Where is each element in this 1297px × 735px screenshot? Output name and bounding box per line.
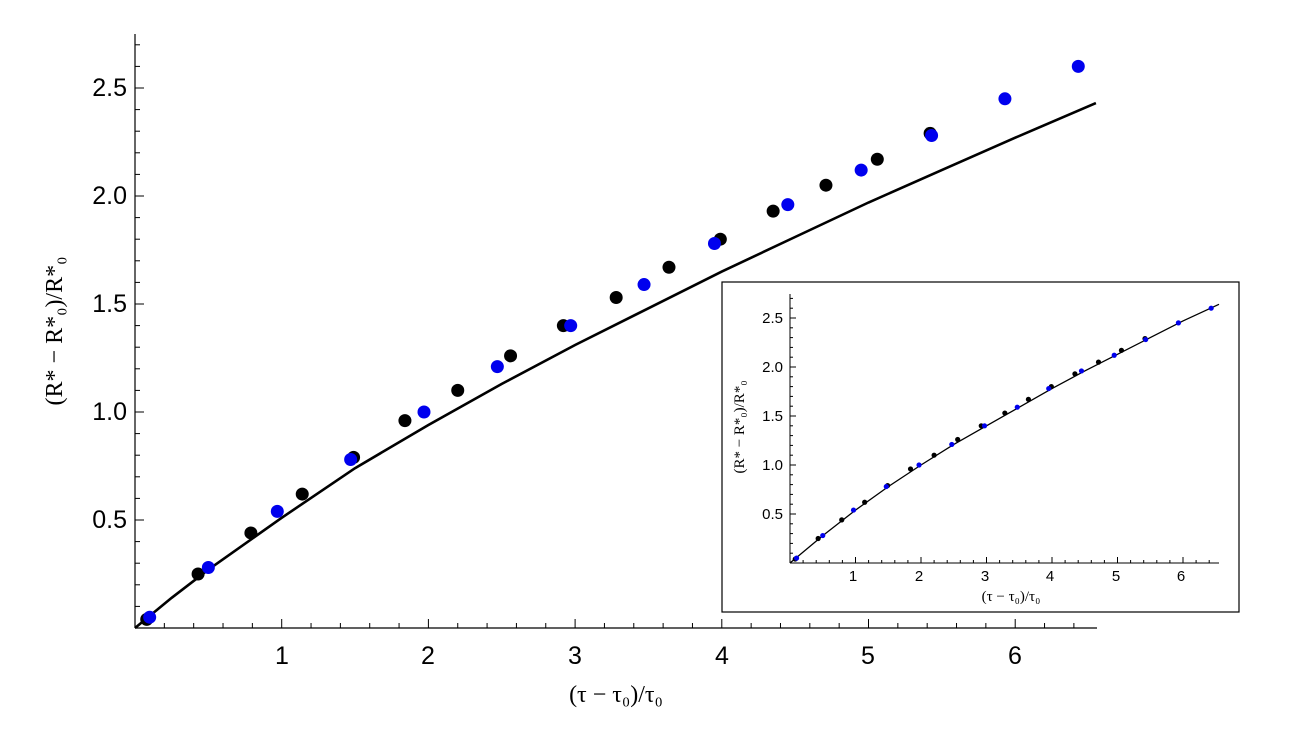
data-point-black [609, 291, 623, 305]
data-point-blue [1111, 352, 1117, 358]
data-point-blue [490, 360, 504, 374]
main-fit-curve-layer [134, 101, 1097, 630]
main-chart: 1 2 3 4 5 6 0.5 1.0 1.5 2.0 2.5 (τ − τ₀)… [42, 34, 1097, 708]
data-point-blue [925, 129, 939, 143]
main-axis-ticks [135, 44, 1075, 628]
data-point-blue [981, 423, 988, 429]
data-point-blue [1014, 404, 1020, 410]
inset-x-axis-title: (τ − τ₀)/τ₀ [982, 589, 1041, 605]
data-point-black [244, 526, 258, 540]
data-point-black [955, 436, 961, 443]
data-point-black [931, 452, 937, 458]
data-point-blue [883, 483, 889, 490]
main-y-tick-label: 2.0 [92, 182, 127, 210]
data-point-black [1072, 371, 1078, 377]
data-point-blue [793, 555, 800, 561]
data-point-black [504, 349, 518, 363]
data-point-black [295, 487, 309, 501]
main-y-tick-label: 1.0 [92, 398, 127, 426]
data-point-black [191, 567, 205, 581]
main-x-tick-label: 1 [275, 642, 289, 670]
data-point-black [662, 260, 676, 274]
inset-y-tick-label: 2.0 [762, 359, 783, 376]
inset-y-tick-label: 1.0 [762, 457, 783, 474]
main-y-tick-labels: 0.5 1.0 1.5 2.0 2.5 [92, 74, 127, 534]
main-x-axis-title: (τ − τ₀)/τ₀ [569, 682, 663, 708]
inset-y-tick-labels: 0.5 1.0 1.5 2.0 2.5 [762, 310, 783, 523]
data-point-blue [417, 405, 431, 419]
inset-x-tick-label: 6 [1177, 568, 1185, 585]
data-point-black [870, 152, 884, 166]
inset-x-tick-label: 1 [849, 568, 857, 585]
data-point-blue [270, 504, 284, 518]
data-point-blue [1143, 336, 1149, 343]
data-point-black [1095, 359, 1102, 365]
main-x-tick-label: 2 [421, 642, 435, 670]
inset-x-tick-labels: 1 2 3 4 5 6 [849, 568, 1185, 585]
data-point-blue [998, 92, 1012, 106]
data-point-black [766, 204, 780, 218]
data-point-blue [781, 198, 795, 212]
inset-x-tick-label: 2 [915, 568, 923, 585]
data-point-black [451, 383, 465, 397]
data-point-blue [1078, 368, 1085, 374]
inset-chart: 1 2 3 4 5 6 0.5 1.0 1.5 2.0 2.5 (τ − τ₀)… [721, 281, 1240, 613]
main-data-points [140, 59, 1085, 626]
fit-curve [134, 101, 1097, 630]
data-point-black [839, 517, 845, 523]
data-point-blue [637, 278, 651, 292]
main-y-tick-label: 1.5 [92, 290, 127, 318]
main-x-tick-labels: 1 2 3 4 5 6 [275, 642, 1022, 670]
main-x-tick-label: 4 [715, 642, 729, 670]
inset-data-points [792, 305, 1214, 562]
data-point-blue [707, 237, 721, 251]
data-point-blue [949, 441, 955, 448]
data-point-blue [564, 319, 578, 333]
main-y-tick-label: 0.5 [92, 506, 127, 534]
data-point-black [1002, 410, 1008, 416]
data-point-blue [1046, 385, 1052, 392]
data-point-blue [201, 561, 215, 575]
data-point-black [819, 178, 833, 192]
data-point-black [1118, 347, 1125, 353]
main-x-tick-label: 3 [568, 642, 582, 670]
inset-y-tick-label: 2.5 [762, 310, 783, 327]
data-point-blue [1071, 59, 1085, 73]
data-point-black [907, 466, 914, 472]
data-point-blue [1208, 305, 1214, 311]
data-point-blue [820, 532, 826, 539]
data-point-blue [344, 453, 358, 467]
inset-x-tick-label: 4 [1046, 568, 1054, 585]
data-point-blue [916, 462, 922, 468]
main-y-tick-label: 2.5 [92, 74, 127, 102]
inset-y-tick-label: 0.5 [762, 506, 783, 523]
main-x-tick-label: 6 [1008, 642, 1022, 670]
inset-x-tick-label: 5 [1112, 568, 1120, 585]
data-point-blue [1175, 320, 1182, 326]
data-point-black [862, 499, 868, 505]
inset-y-axis-title: (R* − R*₀)/R*₀ [732, 380, 748, 473]
data-point-black [398, 414, 412, 428]
main-y-axis-title: (R* − R*₀)/R*₀ [42, 257, 68, 406]
inset-x-tick-label: 3 [981, 568, 989, 585]
data-point-blue [850, 507, 857, 513]
data-point-black [1025, 396, 1032, 402]
data-point-blue [143, 610, 157, 624]
data-point-black [815, 535, 821, 542]
inset-y-tick-label: 1.5 [762, 408, 783, 425]
main-x-tick-label: 5 [861, 642, 875, 670]
data-point-blue [854, 163, 868, 177]
